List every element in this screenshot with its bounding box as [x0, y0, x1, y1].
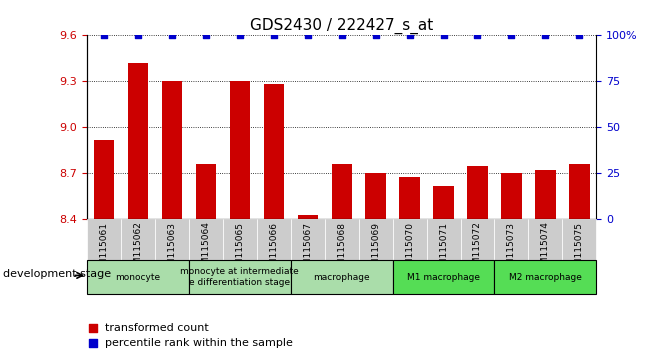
Point: [506, 33, 517, 38]
Bar: [494, 219, 529, 260]
Point: [392, 268, 403, 274]
Bar: [467, 166, 488, 219]
Bar: [460, 219, 494, 260]
Text: GSM115067: GSM115067: [304, 222, 312, 276]
Point: [371, 33, 381, 38]
Text: GSM115073: GSM115073: [507, 222, 516, 276]
Bar: [297, 215, 318, 219]
Bar: [291, 219, 325, 260]
Bar: [87, 260, 189, 294]
Text: development stage: development stage: [3, 269, 111, 279]
Bar: [332, 164, 352, 219]
Bar: [94, 140, 115, 219]
Bar: [128, 63, 148, 219]
Bar: [365, 173, 386, 219]
Text: GSM115062: GSM115062: [133, 222, 143, 276]
Point: [302, 33, 313, 38]
Bar: [189, 219, 223, 260]
Bar: [501, 173, 522, 219]
Bar: [121, 219, 155, 260]
Bar: [494, 260, 596, 294]
Bar: [569, 164, 590, 219]
Bar: [161, 81, 182, 219]
Text: percentile rank within the sample: percentile rank within the sample: [105, 338, 293, 348]
Point: [234, 33, 245, 38]
Point: [269, 33, 279, 38]
Text: GSM115072: GSM115072: [473, 222, 482, 276]
Bar: [155, 219, 189, 260]
Text: M2 macrophage: M2 macrophage: [509, 273, 582, 281]
Text: GSM115069: GSM115069: [371, 222, 380, 276]
Text: macrophage: macrophage: [314, 273, 370, 281]
Point: [133, 33, 143, 38]
Point: [200, 33, 211, 38]
Bar: [393, 219, 427, 260]
Bar: [562, 219, 596, 260]
Bar: [399, 177, 420, 219]
Bar: [263, 85, 284, 219]
Bar: [535, 170, 555, 219]
Bar: [433, 186, 454, 219]
Bar: [358, 219, 393, 260]
Text: GSM115075: GSM115075: [575, 222, 584, 276]
Title: GDS2430 / 222427_s_at: GDS2430 / 222427_s_at: [250, 18, 433, 34]
Point: [167, 33, 178, 38]
Bar: [291, 260, 393, 294]
Point: [98, 33, 109, 38]
Text: monocyte at intermediate
e differentiation stage: monocyte at intermediate e differentiati…: [180, 267, 299, 287]
Bar: [325, 219, 358, 260]
Bar: [87, 219, 121, 260]
Bar: [257, 219, 291, 260]
Text: GSM115068: GSM115068: [337, 222, 346, 276]
Point: [404, 33, 415, 38]
Text: GSM115071: GSM115071: [439, 222, 448, 276]
Point: [472, 33, 483, 38]
Text: GSM115074: GSM115074: [541, 222, 550, 276]
Point: [540, 33, 551, 38]
Bar: [230, 81, 250, 219]
Point: [438, 33, 449, 38]
Bar: [189, 260, 291, 294]
Point: [392, 123, 403, 129]
Point: [574, 33, 585, 38]
Text: GSM115061: GSM115061: [100, 222, 109, 276]
Point: [336, 33, 347, 38]
Bar: [393, 260, 494, 294]
Bar: [196, 164, 216, 219]
Text: M1 macrophage: M1 macrophage: [407, 273, 480, 281]
Bar: [223, 219, 257, 260]
Text: GSM115063: GSM115063: [168, 222, 176, 276]
Bar: [529, 219, 562, 260]
Text: monocyte: monocyte: [115, 273, 161, 281]
Text: GSM115064: GSM115064: [202, 222, 210, 276]
Text: GSM115065: GSM115065: [235, 222, 245, 276]
Bar: [427, 219, 460, 260]
Text: transformed count: transformed count: [105, 322, 208, 332]
Text: GSM115070: GSM115070: [405, 222, 414, 276]
Text: GSM115066: GSM115066: [269, 222, 278, 276]
